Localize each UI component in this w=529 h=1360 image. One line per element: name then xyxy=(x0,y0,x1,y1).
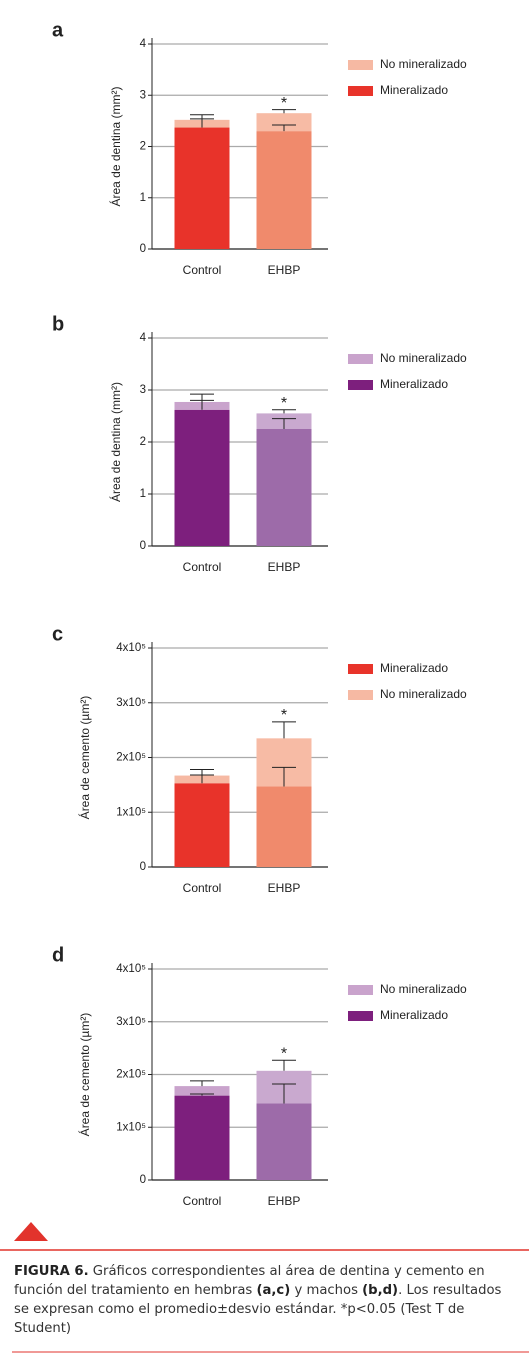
error-bar xyxy=(190,769,214,776)
significance-marker: * xyxy=(281,1045,287,1062)
significance-marker: * xyxy=(281,395,287,412)
caption-text: . Los resultados se expresan como el pro… xyxy=(14,1283,502,1336)
y-tick-label: 3x10⁵ xyxy=(116,1016,146,1028)
error-bar xyxy=(190,1093,214,1096)
panel-label: b xyxy=(52,313,64,335)
bar-segment xyxy=(256,429,312,546)
panel-label: a xyxy=(52,19,64,41)
legend-label: No mineralizado xyxy=(380,57,467,71)
error-bar xyxy=(272,409,296,414)
error-bar xyxy=(272,1059,296,1071)
y-tick-label: 0 xyxy=(140,243,146,255)
legend-swatch xyxy=(348,1011,373,1021)
error-bar xyxy=(190,393,214,402)
y-tick-label: 3x10⁵ xyxy=(116,697,146,709)
y-tick-label: 1x10⁵ xyxy=(116,1121,146,1133)
legend-swatch xyxy=(348,664,373,674)
panel-label: c xyxy=(52,623,63,645)
x-tick-label: EHBP xyxy=(268,263,301,277)
error-bar xyxy=(272,721,296,739)
y-tick-label: 1 xyxy=(140,488,146,500)
y-tick-label: 3 xyxy=(140,384,146,396)
legend-label: Mineralizado xyxy=(380,377,448,391)
bar-segment xyxy=(174,1086,230,1096)
bar-segment xyxy=(256,131,312,249)
y-tick-label: 0 xyxy=(140,861,146,873)
x-tick-label: Control xyxy=(183,263,222,277)
y-tick-label: 4 xyxy=(140,332,147,344)
x-tick-label: EHBP xyxy=(268,1194,301,1208)
legend-label: Mineralizado xyxy=(380,661,448,675)
error-bar xyxy=(272,124,296,132)
legend-swatch xyxy=(348,354,373,364)
error-bar xyxy=(272,1083,296,1104)
legend-swatch xyxy=(348,60,373,70)
x-tick-label: EHBP xyxy=(268,560,301,574)
bar-segment xyxy=(174,127,230,249)
x-tick-label: Control xyxy=(183,560,222,574)
y-tick-label: 1x10⁵ xyxy=(116,806,146,818)
y-tick-label: 0 xyxy=(140,1174,146,1186)
legend-swatch xyxy=(348,690,373,700)
error-bar xyxy=(272,109,296,114)
error-bar xyxy=(190,114,214,120)
x-tick-label: Control xyxy=(183,1194,222,1208)
bar-segment xyxy=(174,409,230,546)
y-axis-label: Área de cemento (µm²) xyxy=(77,696,92,820)
y-axis-label: Área de dentina (mm²) xyxy=(108,382,123,502)
y-tick-label: 2x10⁵ xyxy=(116,1069,146,1081)
bar-segment xyxy=(256,786,312,867)
caption-text: y machos xyxy=(290,1283,363,1298)
legend-label: No mineralizado xyxy=(380,351,467,365)
bar-segment xyxy=(256,1103,312,1180)
y-tick-label: 2x10⁵ xyxy=(116,752,146,764)
bar-segment xyxy=(174,783,230,867)
legend-label: Mineralizado xyxy=(380,83,448,97)
y-tick-label: 3 xyxy=(140,89,146,101)
legend-swatch xyxy=(348,380,373,390)
y-tick-label: 2 xyxy=(140,141,146,153)
legend-label: No mineralizado xyxy=(380,687,467,701)
significance-marker: * xyxy=(281,707,287,724)
x-tick-label: EHBP xyxy=(268,881,301,895)
y-tick-label: 4x10⁵ xyxy=(116,642,146,654)
y-tick-label: 4 xyxy=(140,38,147,50)
y-tick-label: 0 xyxy=(140,540,146,552)
y-tick-label: 2 xyxy=(140,436,146,448)
caption-text: (a,c) xyxy=(256,1283,291,1298)
significance-marker: * xyxy=(281,95,287,112)
caption-text: Gráficos correspondientes al área de den… xyxy=(14,1264,485,1298)
legend-label: No mineralizado xyxy=(380,982,467,996)
panel-label: d xyxy=(52,944,64,966)
triangle-icon xyxy=(14,1222,48,1241)
error-bar xyxy=(272,766,296,787)
legend-swatch xyxy=(348,86,373,96)
caption: FIGURA 6. Gráficos correspondientes al á… xyxy=(14,1262,519,1338)
y-axis-label: Área de cemento (µm²) xyxy=(77,1013,92,1137)
error-bar xyxy=(190,1080,214,1087)
y-axis-label: Área de dentina (mm²) xyxy=(108,86,123,206)
legend-swatch xyxy=(348,985,373,995)
y-tick-label: 4x10⁵ xyxy=(116,963,146,975)
y-tick-label: 1 xyxy=(140,192,146,204)
caption-text: (b,d) xyxy=(362,1283,399,1298)
legend-label: Mineralizado xyxy=(380,1008,448,1022)
x-tick-label: Control xyxy=(183,881,222,895)
bar-segment xyxy=(256,113,312,132)
error-bar xyxy=(272,418,296,429)
caption-label: FIGURA 6. xyxy=(14,1264,89,1279)
bar-segment xyxy=(174,1095,230,1180)
